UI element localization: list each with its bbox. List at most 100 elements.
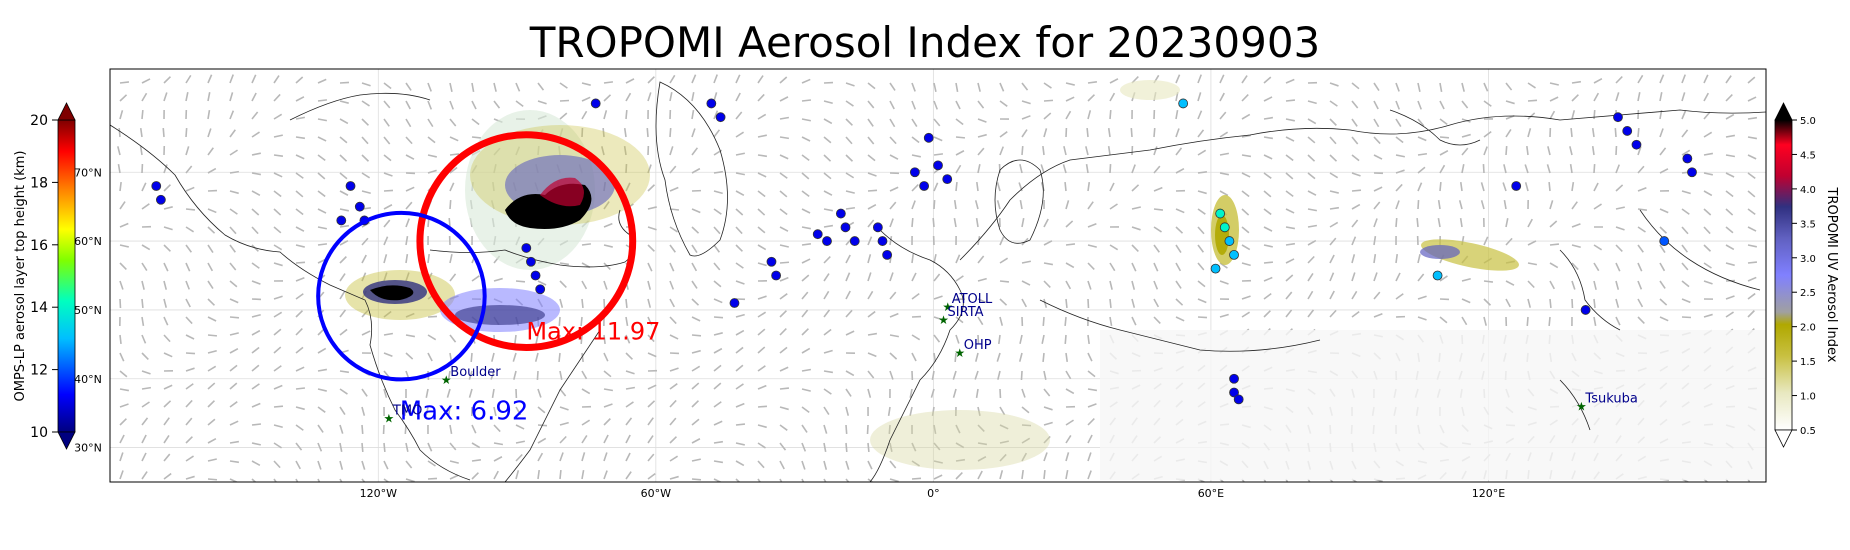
- wind-arrow: [603, 388, 614, 392]
- wind-arrow: [933, 182, 939, 192]
- wind-arrow: [207, 92, 211, 102]
- wind-arrow: [647, 92, 652, 102]
- wind-arrow: [932, 217, 935, 228]
- wind-arrow: [1219, 478, 1225, 482]
- wind-arrow: [1593, 203, 1602, 210]
- wind-arrow: [1109, 262, 1116, 272]
- wind-arrow: [251, 74, 257, 84]
- wind-arrow: [1395, 154, 1405, 158]
- wind-arrow: [779, 136, 790, 140]
- wind-arrow: [273, 442, 282, 449]
- wind-arrow: [845, 172, 855, 179]
- wind-arrow: [757, 460, 765, 469]
- wind-arrow: [801, 242, 812, 246]
- wind-arrow: [888, 424, 891, 435]
- wind-arrow: [1703, 131, 1713, 138]
- wind-arrow: [735, 74, 741, 84]
- wind-arrow: [1109, 78, 1119, 84]
- wind-arrow: [1483, 298, 1492, 306]
- wind-arrow: [339, 424, 344, 434]
- wind-arrow: [1131, 244, 1139, 252]
- wind-arrow: [1439, 136, 1450, 139]
- wind-arrow: [996, 352, 1001, 362]
- wind-arrow: [1175, 147, 1183, 156]
- wind-arrow: [625, 109, 628, 120]
- wind-arrow: [602, 127, 605, 138]
- wind-arrow: [207, 147, 214, 156]
- wind-arrow: [1703, 190, 1713, 197]
- wind-arrow: [997, 370, 1001, 380]
- wind-arrow: [295, 293, 304, 300]
- wind-arrow: [801, 478, 805, 482]
- wind-arrow: [867, 100, 875, 109]
- wind-arrow: [1725, 113, 1735, 120]
- wind-arrow: [493, 456, 503, 462]
- wind-arrow: [999, 280, 1010, 283]
- wind-arrow: [955, 334, 960, 344]
- wind-arrow: [669, 74, 676, 84]
- lat-label: 70°N: [74, 166, 102, 179]
- wind-arrow: [691, 365, 701, 372]
- wind-arrow: [1681, 129, 1689, 138]
- wind-arrow: [691, 298, 700, 306]
- omps-point: [1215, 208, 1226, 219]
- wind-arrow: [1615, 262, 1621, 272]
- wind-arrow: [471, 424, 477, 434]
- wind-arrow: [779, 116, 790, 120]
- wind-arrow: [1505, 280, 1515, 286]
- wind-arrow: [845, 309, 853, 318]
- wind-arrow: [1263, 136, 1274, 140]
- wind-arrow: [1043, 370, 1047, 380]
- blue-max-circle-label: Max: 6.92: [400, 396, 529, 426]
- right-colorbar-tick: 5.0: [1800, 116, 1816, 127]
- wind-arrow: [207, 128, 212, 138]
- omps-point: [933, 160, 943, 171]
- wind-arrow: [603, 110, 608, 120]
- wind-arrow: [757, 93, 765, 102]
- wind-arrow: [603, 222, 613, 228]
- left-colorbar: 20 18 16 14 12 10 OMPS-LP aerosol layer top h…: [13, 102, 76, 450]
- wind-arrow: [1395, 100, 1401, 110]
- wind-arrow: [735, 423, 746, 426]
- wind-arrow: [625, 471, 632, 480]
- wind-arrow: [493, 406, 497, 416]
- wind-arrow: [295, 460, 301, 470]
- wind-arrow: [383, 310, 392, 318]
- wind-arrow: [1019, 200, 1023, 210]
- wind-arrow: [1725, 478, 1729, 482]
- wind-arrow: [1263, 154, 1273, 160]
- wind-arrow: [295, 136, 306, 140]
- wind-arrow: [1062, 164, 1067, 174]
- wind-arrow: [537, 280, 547, 286]
- wind-arrow: [1373, 136, 1381, 145]
- wind-arrow: [339, 190, 349, 196]
- wind-arrow: [1417, 295, 1427, 300]
- wind-arrow: [141, 109, 144, 120]
- wind-arrow: [119, 222, 129, 228]
- ground-stations: ★TMO★Boulder★ATOLL★SIRTA★OHP★Tsukuba: [384, 292, 1638, 426]
- wind-arrow: [581, 419, 591, 426]
- wind-arrow: [207, 418, 216, 426]
- wind-arrow: [1329, 82, 1339, 87]
- wind-arrow: [1131, 298, 1136, 308]
- wind-arrow: [1263, 226, 1273, 232]
- wind-arrow: [185, 208, 196, 211]
- wind-arrow: [1351, 154, 1360, 162]
- wind-arrow: [955, 181, 958, 192]
- wind-arrow: [1502, 182, 1507, 192]
- wind-arrow: [977, 147, 985, 156]
- wind-arrow: [1109, 92, 1116, 102]
- wind-arrow: [317, 243, 328, 246]
- wind-arrow: [1747, 172, 1756, 179]
- wind-arrow: [185, 436, 193, 444]
- wind-arrow: [1659, 298, 1668, 306]
- wind-arrow: [713, 440, 724, 444]
- wind-arrow: [427, 315, 438, 318]
- wind-arrow: [427, 118, 434, 128]
- wind-arrow: [1637, 146, 1642, 156]
- wind-arrow: [581, 388, 591, 395]
- wind-arrow: [647, 417, 654, 426]
- wind-arrow: [801, 78, 811, 84]
- wind-arrow: [1285, 172, 1294, 180]
- wind-arrow: [513, 370, 517, 380]
